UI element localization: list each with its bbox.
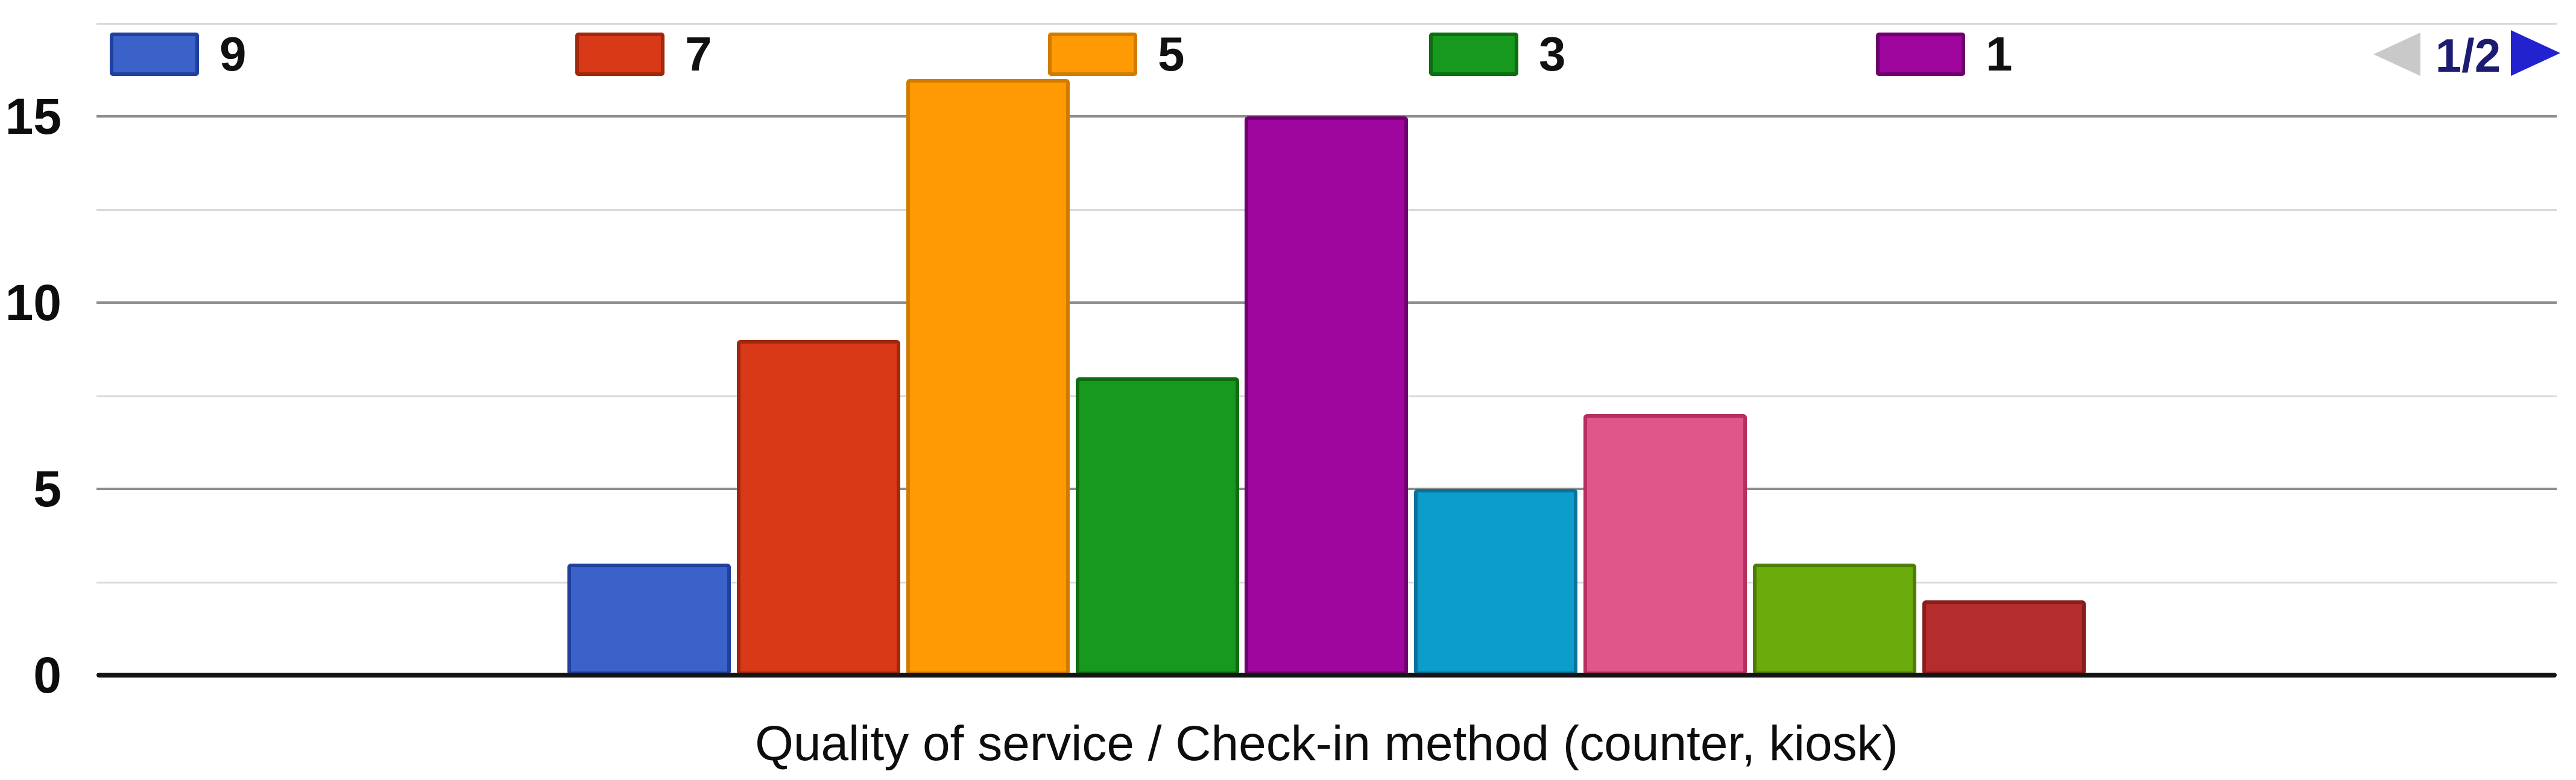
bar[interactable] xyxy=(1076,377,1239,675)
legend-label: 3 xyxy=(1539,27,1566,81)
legend-label: 5 xyxy=(1158,27,1185,81)
legend-item: 3 xyxy=(1429,27,1566,81)
legend-label: 9 xyxy=(219,27,247,81)
legend-swatch xyxy=(1876,33,1965,76)
bar[interactable] xyxy=(906,79,1070,675)
y-axis-tick-label: 5 xyxy=(33,461,62,517)
legend-swatch xyxy=(1048,33,1137,76)
legend-pager-next-icon[interactable] xyxy=(2511,30,2560,76)
bar[interactable] xyxy=(1245,116,1408,675)
y-axis-tick-label: 10 xyxy=(5,274,62,331)
x-axis-line xyxy=(96,673,2557,678)
legend-swatch xyxy=(1429,33,1518,76)
y-axis-tick-label: 0 xyxy=(33,647,62,703)
y-axis-tick-label: 15 xyxy=(5,88,62,145)
bar[interactable] xyxy=(1753,564,1916,675)
bar[interactable] xyxy=(737,340,900,675)
legend-item: 7 xyxy=(575,27,712,81)
legend-pager-label: 1/2 xyxy=(2435,29,2501,82)
legend-item: 1 xyxy=(1876,27,2013,81)
gridline-minor xyxy=(96,23,2557,25)
legend-swatch xyxy=(575,33,665,76)
legend-label: 7 xyxy=(685,27,712,81)
x-axis-title: Quality of service / Check-in method (co… xyxy=(755,716,1898,771)
bar[interactable] xyxy=(567,564,731,675)
legend-swatch xyxy=(110,33,199,76)
legend-pager-prev-icon xyxy=(2373,33,2420,76)
bar[interactable] xyxy=(1414,489,1577,675)
legend-item: 9 xyxy=(110,27,247,81)
bar[interactable] xyxy=(1922,600,2086,675)
legend-label: 1 xyxy=(1986,27,2013,81)
legend-item: 5 xyxy=(1048,27,1185,81)
bar[interactable] xyxy=(1583,414,1747,675)
